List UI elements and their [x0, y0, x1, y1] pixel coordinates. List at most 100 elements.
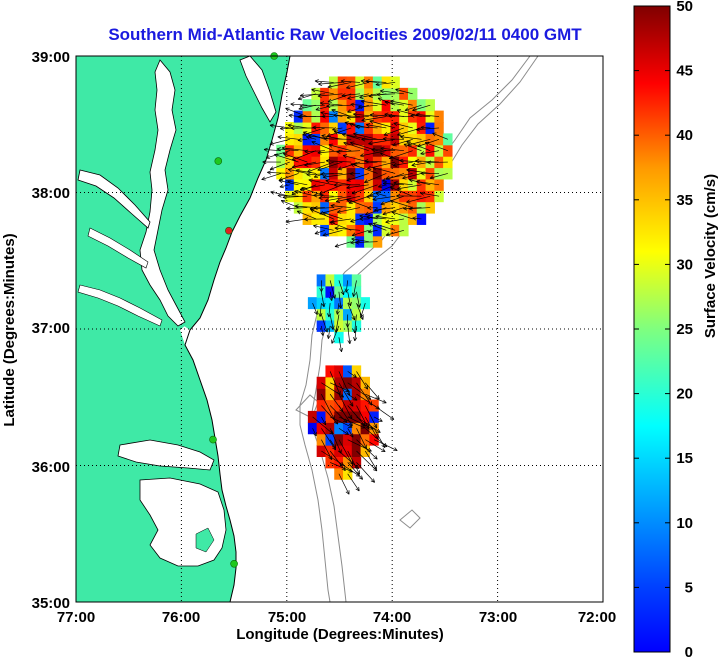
- velocity-arrow-head: [346, 431, 349, 435]
- velocity-arrow-head: [353, 133, 357, 137]
- velocity-arrow-head: [382, 183, 387, 186]
- velocity-arrow-head: [365, 124, 370, 128]
- velocity-arrow: [366, 216, 387, 220]
- velocity-arrow: [278, 173, 299, 181]
- velocity-cell: [334, 319, 344, 332]
- velocity-arrow: [375, 215, 396, 220]
- velocity-arrow-head: [366, 123, 371, 125]
- velocity-arrow-head: [341, 133, 346, 137]
- velocity-arrow: [302, 127, 325, 136]
- velocity-arrow: [369, 120, 396, 129]
- velocity-arrow: [322, 212, 343, 220]
- velocity-arrow: [338, 462, 361, 477]
- velocity-cell: [381, 133, 392, 146]
- velocity-arrow-head: [334, 328, 337, 333]
- velocity-arrow-head: [261, 179, 266, 181]
- velocity-arrow: [328, 303, 331, 318]
- velocity-arrow: [338, 382, 354, 407]
- velocity-cell: [381, 144, 392, 157]
- velocity-arrow-head: [322, 176, 327, 179]
- velocity-arrow: [416, 180, 440, 186]
- velocity-arrow-head: [384, 101, 389, 105]
- velocity-arrow-head: [299, 114, 303, 117]
- velocity-arrow-head: [321, 303, 325, 308]
- velocity-arrow-head: [332, 295, 336, 299]
- velocity-arrow-head: [384, 100, 389, 103]
- velocity-arrow-head: [298, 98, 303, 101]
- velocity-arrow-head: [369, 120, 373, 124]
- velocity-arrow-head: [334, 294, 337, 299]
- velocity-arrow-head: [281, 146, 286, 149]
- velocity-arrow: [356, 439, 378, 460]
- velocity-arrow: [366, 124, 387, 129]
- velocity-arrow: [406, 169, 431, 174]
- velocity-arrow-head: [317, 93, 322, 97]
- velocity-arrow-head: [326, 158, 331, 162]
- velocity-arrow-head: [331, 430, 334, 435]
- velocity-arrow-head: [375, 455, 378, 460]
- velocity-arrow-head: [353, 113, 357, 117]
- velocity-arrow-head: [288, 169, 292, 173]
- velocity-arrow: [347, 93, 369, 99]
- velocity-cell: [372, 121, 383, 134]
- velocity-arrow: [291, 184, 317, 195]
- velocity-arrow: [347, 291, 351, 306]
- velocity-arrow-head: [412, 216, 417, 219]
- velocity-cell: [346, 156, 356, 169]
- velocity-arrow-head: [280, 128, 285, 131]
- velocity-arrow-head: [353, 161, 357, 165]
- velocity-arrow-head: [359, 215, 364, 219]
- velocity-arrow-head: [366, 194, 371, 198]
- velocity-arrow: [321, 439, 333, 460]
- velocity-arrow-head: [348, 423, 353, 427]
- velocity-arrow-head: [274, 154, 278, 158]
- velocity-arrow-head: [336, 391, 341, 396]
- velocity-cell: [372, 110, 383, 123]
- velocity-arrow: [400, 136, 422, 140]
- velocity-arrow: [330, 205, 352, 208]
- velocity-arrow-head: [308, 179, 313, 183]
- velocity-arrow-head: [278, 177, 283, 181]
- velocity-arrow-head: [333, 131, 338, 135]
- velocity-arrow-head: [350, 221, 355, 223]
- velocity-arrow-head: [393, 182, 398, 186]
- velocity-arrow: [276, 148, 299, 152]
- velocity-arrow-head: [343, 290, 345, 295]
- velocity-arrow: [312, 428, 317, 437]
- velocity-arrow: [329, 416, 353, 428]
- velocity-arrow: [321, 325, 324, 336]
- velocity-arrow-head: [361, 120, 366, 122]
- velocity-cell: [311, 167, 321, 180]
- velocity-arrow: [336, 303, 340, 315]
- velocity-arrow: [364, 450, 377, 470]
- velocity-arrow-head: [402, 175, 406, 179]
- velocity-arrow-head: [287, 180, 291, 184]
- velocity-arrow-head: [350, 102, 355, 105]
- velocity-arrow-head: [380, 201, 384, 205]
- velocity-arrow-head: [367, 168, 372, 170]
- velocity-arrow: [353, 280, 357, 297]
- velocity-arrow: [338, 393, 353, 420]
- velocity-arrow-head: [317, 167, 321, 171]
- velocity-arrow-head: [411, 165, 416, 167]
- velocity-arrow-head: [381, 445, 386, 449]
- velocity-arrow-head: [304, 149, 309, 152]
- velocity-arrow-head: [344, 466, 346, 471]
- velocity-cell: [325, 456, 335, 469]
- velocity-arrow-head: [356, 471, 360, 475]
- colorbar-tick-label: 20: [676, 386, 693, 403]
- velocity-arrow: [304, 161, 325, 166]
- velocity-arrow-head: [361, 99, 366, 102]
- velocity-arrow: [320, 173, 343, 175]
- velocity-arrow: [350, 241, 361, 244]
- velocity-arrow-head: [409, 178, 414, 180]
- velocity-arrow-head: [429, 177, 435, 180]
- velocity-cell: [334, 297, 344, 310]
- velocity-arrow: [347, 450, 360, 475]
- velocity-arrow: [346, 82, 369, 89]
- velocity-arrow: [326, 160, 352, 163]
- velocity-arrow-head: [277, 193, 282, 196]
- velocity-arrow-head: [318, 83, 323, 86]
- velocity-arrow-head: [415, 160, 420, 164]
- velocity-arrow-head: [432, 132, 436, 137]
